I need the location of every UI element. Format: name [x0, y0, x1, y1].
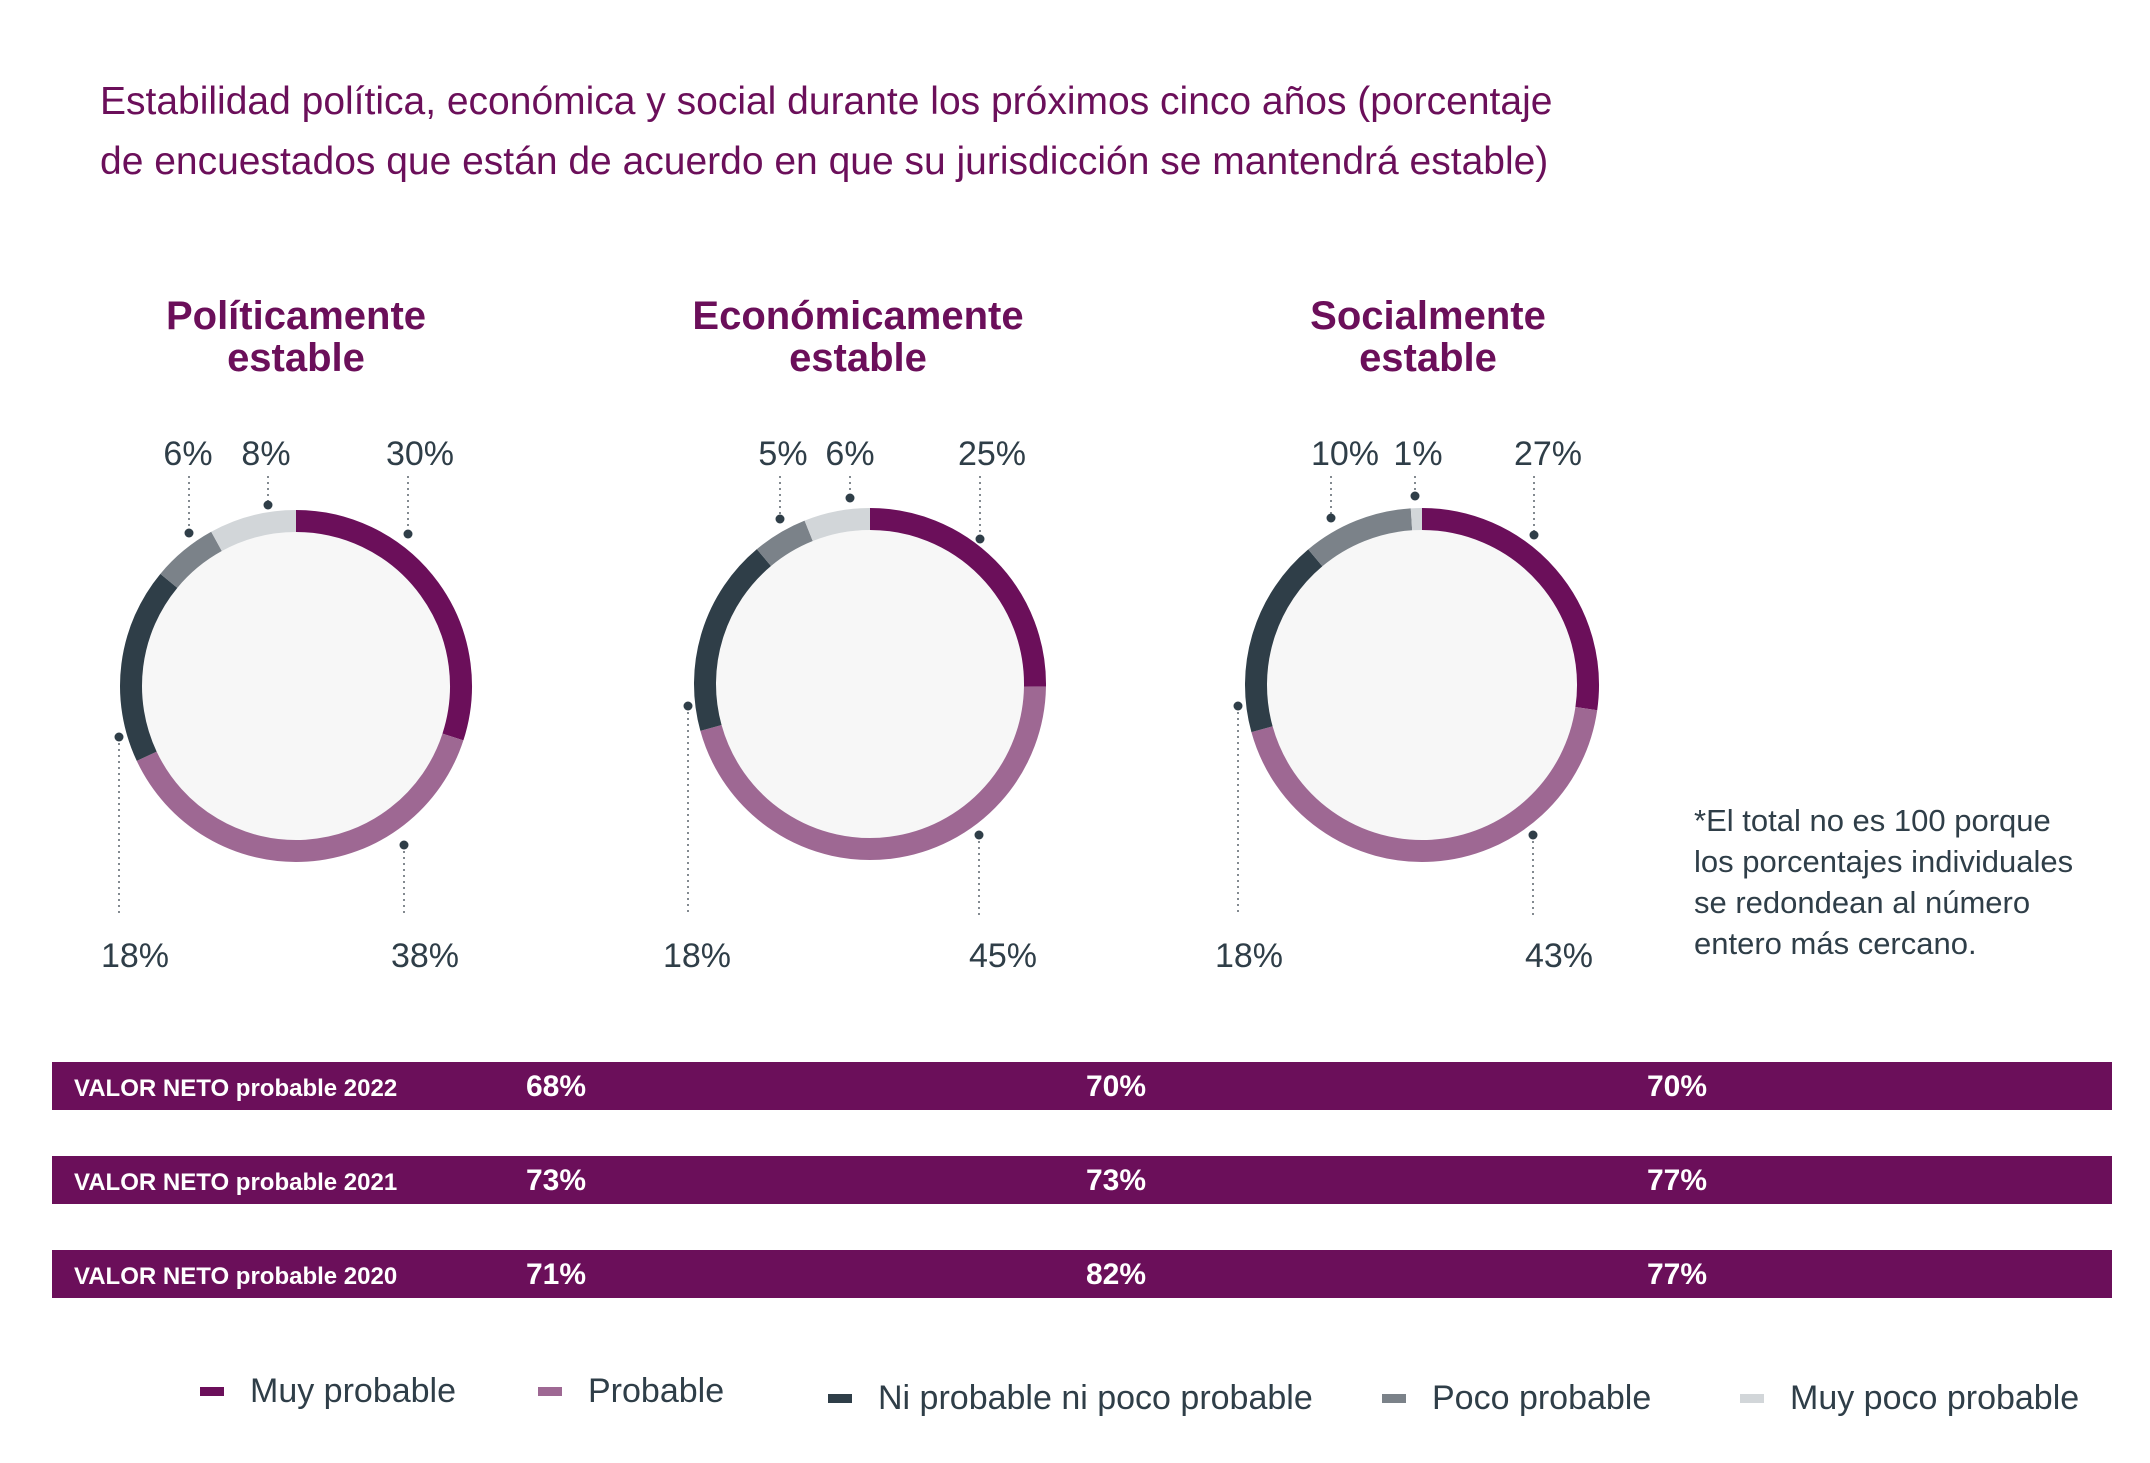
legend-item-ni-probable-ni-poco-probable: Ni probable ni poco probable [828, 1379, 1313, 1418]
legend-swatch [828, 1394, 852, 1403]
donut-heading-line-2: estable [1359, 336, 1497, 380]
donut-chart-2: 25% 45% 18% 5% 6% [663, 435, 1046, 975]
donut-heading-line-1: Socialmente [1310, 294, 1546, 338]
legend-item-probable: Probable [538, 1372, 724, 1411]
donut-segment-probable [136, 733, 464, 862]
leader-dot [1326, 513, 1336, 523]
donut-segment-poco-probable [160, 531, 223, 589]
segment-label-ni-probable-ni-poco-probable: 18% [1215, 937, 1283, 975]
segment-label-ni-probable-ni-poco-probable: 18% [101, 937, 169, 975]
net-value-row-label: VALOR NETO probable 2022 [74, 1075, 398, 1102]
segment-label-ni-probable-ni-poco-probable: 18% [663, 937, 731, 975]
leader-dot [263, 500, 273, 510]
net-value-row-2022: VALOR NETO probable 2022 68% 70% 70% [52, 1062, 2112, 1110]
chart-title-line-2: de encuestados que están de acuerdo en q… [100, 140, 1549, 183]
segment-label-muy-poco-probable: 8% [241, 435, 290, 473]
segment-label-muy-poco-probable: 1% [1393, 435, 1442, 473]
donut-segment-muy-poco-probable [804, 508, 871, 542]
net-value-row-2021: VALOR NETO probable 2021 73% 73% 77% [52, 1156, 2112, 1204]
footnote: *El total no es 100 porque los porcentaj… [1694, 800, 2134, 964]
donut-heading-line-2: estable [227, 336, 365, 380]
donut-segment-muy-probable [869, 508, 1046, 687]
net-value-row-label: VALOR NETO probable 2021 [74, 1169, 398, 1196]
leader-dot [775, 514, 785, 524]
footnote-line: entero más cercano. [1694, 926, 1977, 961]
net-value-social: 77% [1647, 1164, 1708, 1197]
donut-segment-ni-probable-ni-poco-probable [694, 549, 772, 731]
footnote-line: se redondean al número [1694, 885, 2031, 920]
segment-label-muy-probable: 30% [386, 435, 454, 473]
segment-label-poco-probable: 5% [758, 435, 807, 473]
segment-label-muy-probable: 25% [958, 435, 1026, 473]
leader-dot [1233, 701, 1243, 711]
leader-dot [975, 534, 985, 544]
net-value-social: 77% [1647, 1258, 1708, 1291]
net-value-economic: 73% [1086, 1164, 1147, 1197]
footnote-line: los porcentajes individuales [1694, 844, 2074, 879]
chart-title: Estabilidad política, económica y social… [100, 72, 1800, 192]
net-value-economic: 70% [1086, 1070, 1147, 1103]
donut-center [716, 530, 1024, 838]
net-value-political: 73% [526, 1164, 587, 1197]
legend-label: Poco probable [1432, 1379, 1652, 1417]
legend-item-muy-poco-probable: Muy poco probable [1740, 1379, 2079, 1418]
leader-dot [114, 732, 124, 742]
legend-item-muy-probable: Muy probable [200, 1372, 456, 1411]
segment-label-poco-probable: 6% [163, 435, 212, 473]
net-value-row-label: VALOR NETO probable 2020 [74, 1263, 398, 1290]
donut-chart-3: 27% 43% 18% 10% 1% [1215, 435, 1599, 975]
leader-dot [1529, 530, 1539, 540]
segment-label-muy-probable: 27% [1514, 435, 1582, 473]
net-value-social: 70% [1647, 1070, 1708, 1103]
legend-swatch [200, 1387, 224, 1396]
donut-segment-poco-probable [756, 520, 814, 567]
footnote-line: *El total no es 100 porque [1694, 803, 2051, 838]
leader-dot [974, 830, 984, 840]
donut-center [142, 532, 450, 840]
legend-label: Muy poco probable [1790, 1379, 2080, 1417]
segment-label-probable: 45% [969, 937, 1037, 975]
donut-segment-probable [700, 686, 1046, 860]
leader-dot [1528, 830, 1538, 840]
donut-heading-line-1: Políticamente [165, 294, 427, 338]
legend-label: Muy probable [250, 1372, 457, 1410]
leader-dot [1410, 491, 1420, 501]
donut-segment-ni-probable-ni-poco-probable [120, 573, 178, 761]
legend-swatch [538, 1387, 562, 1396]
net-value-political: 68% [526, 1070, 587, 1103]
segment-label-probable: 43% [1525, 937, 1593, 975]
donut-heading-politically-stable: Políticamente estable [76, 295, 516, 379]
donut-heading-line-1: Económicamente [692, 294, 1024, 338]
donut-center [1267, 530, 1577, 840]
donut-charts: 30% 38% 18% 6% 8% 25% 45% 18% 5% 6% 27% 43% 18% 10% 1% [101, 435, 1599, 975]
legend-label: Probable [588, 1372, 725, 1410]
donut-heading-socially-stable: Socialmente estable [1208, 295, 1648, 379]
segment-label-probable: 38% [391, 937, 459, 975]
leader-dot [403, 529, 413, 539]
leader-dot [184, 528, 194, 538]
donut-heading-line-2: estable [789, 336, 927, 380]
segment-label-muy-poco-probable: 6% [825, 435, 874, 473]
donut-segment-poco-probable [1308, 508, 1413, 567]
donut-segment-muy-poco-probable [211, 510, 297, 552]
chart-title-line-1: Estabilidad política, económica y social… [100, 80, 1553, 123]
donut-segment-muy-probable [1421, 508, 1599, 711]
segment-label-poco-probable: 10% [1311, 435, 1379, 473]
legend-item-poco-probable: Poco probable [1382, 1379, 1651, 1418]
net-value-economic: 82% [1086, 1258, 1147, 1291]
net-value-row-2020: VALOR NETO probable 2020 71% 82% 77% [52, 1250, 2112, 1298]
legend-swatch [1382, 1394, 1406, 1403]
legend-swatch [1740, 1394, 1764, 1403]
leader-dot [683, 701, 693, 711]
leader-dot [845, 493, 855, 503]
donut-heading-economically-stable: Económicamente estable [638, 295, 1078, 379]
net-value-political: 71% [526, 1258, 587, 1291]
donut-segment-ni-probable-ni-poco-probable [1245, 549, 1323, 733]
donut-segment-probable [1251, 707, 1598, 862]
donut-chart-1: 30% 38% 18% 6% 8% [101, 435, 472, 975]
legend-label: Ni probable ni poco probable [878, 1379, 1313, 1417]
leader-dot [399, 840, 409, 850]
donut-segment-muy-probable [295, 510, 472, 741]
